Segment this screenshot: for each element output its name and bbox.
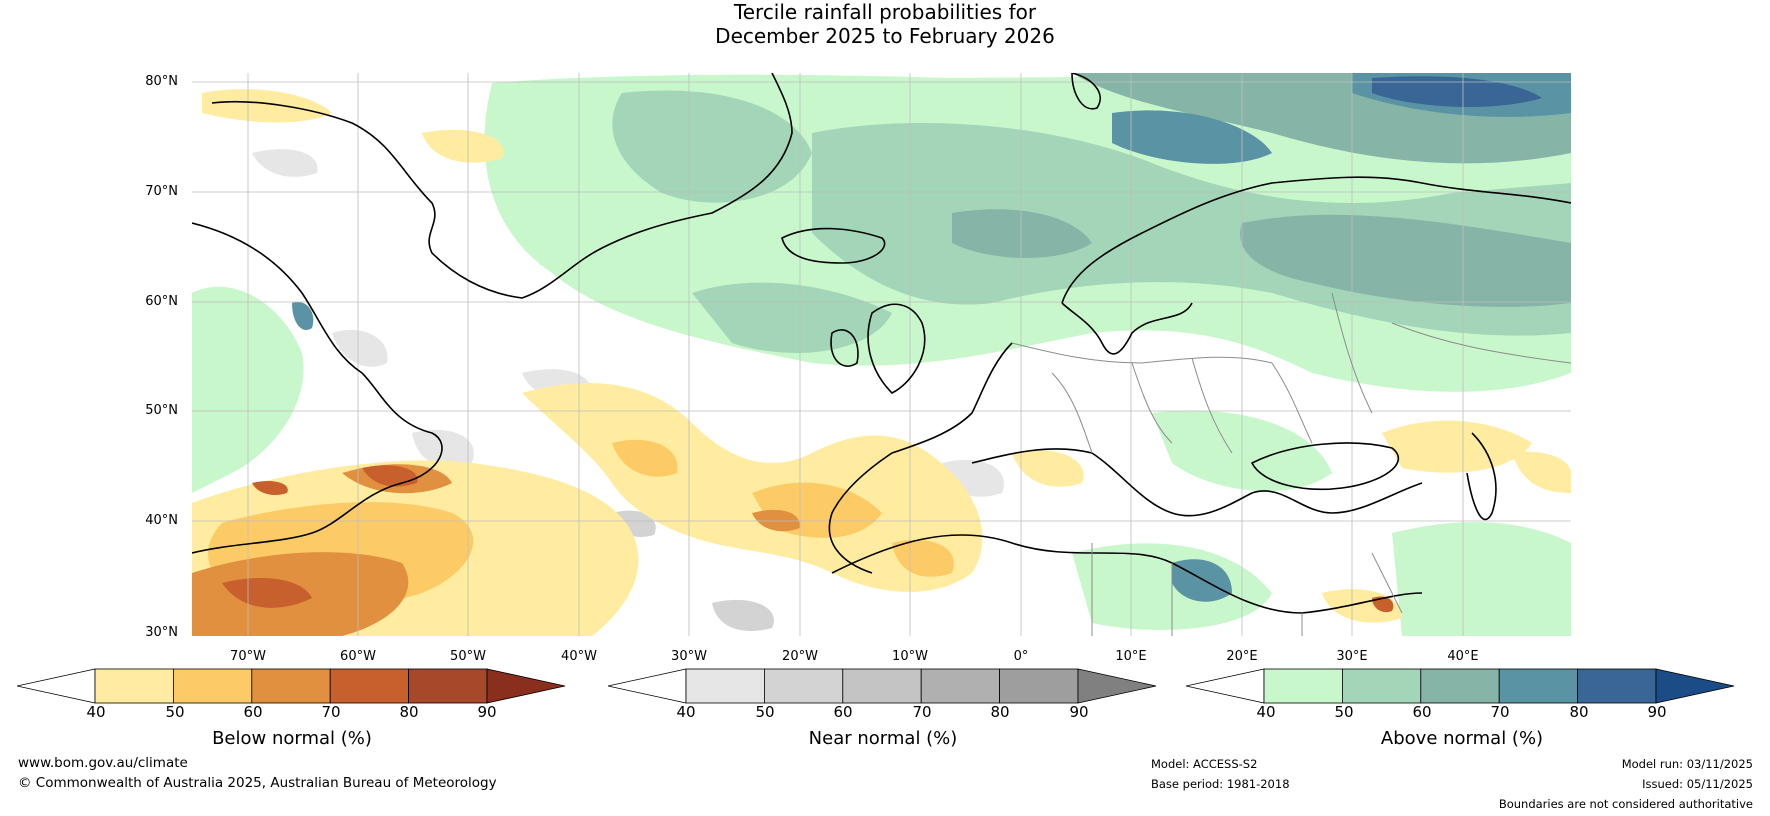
above-normal-segment: [1577, 668, 1657, 704]
model-run-text: Model run: 03/11/2025: [1621, 757, 1753, 771]
lat-label-30n: 30°N: [145, 625, 178, 640]
near-normal-segment: [842, 668, 922, 704]
near-normal-segment: [763, 668, 844, 704]
lon-label-40e: 40°E: [1447, 649, 1479, 664]
below-tick-80: 80: [399, 703, 419, 721]
above-normal-arrow-high: [1655, 668, 1735, 704]
lon-label-60w: 60°W: [340, 649, 376, 664]
near-tick-70: 70: [912, 703, 932, 721]
coastlines: [192, 73, 1571, 614]
above-tick-40: 40: [1256, 703, 1276, 721]
above-normal-segment: [1420, 668, 1500, 704]
above-normal-label: Above normal (%): [1380, 728, 1544, 749]
below-normal-arrow-high: [486, 668, 566, 704]
near-normal-arrow-high: [1077, 668, 1157, 704]
map-title: Tercile rainfall probabilities for Decem…: [0, 0, 1770, 48]
lat-label-50n: 50°N: [145, 403, 178, 418]
country-borders: [1011, 292, 1571, 636]
colorbar-near-normal: [608, 668, 1157, 704]
above-normal-segment: [1498, 668, 1579, 704]
probability-map: [192, 73, 1571, 636]
above-tick-90: 90: [1647, 703, 1667, 721]
above-tick-80: 80: [1569, 703, 1589, 721]
below-normal-segment: [172, 668, 253, 704]
lon-label-40w: 40°W: [561, 649, 597, 664]
near-tick-40: 40: [676, 703, 696, 721]
website-link[interactable]: www.bom.gov.au/climate: [18, 755, 188, 771]
colorbar-below-normal: [17, 668, 566, 704]
base-period-text: Base period: 1981-2018: [1151, 777, 1290, 791]
issued-text: Issued: 05/11/2025: [1642, 777, 1753, 791]
above-tick-60: 60: [1412, 703, 1432, 721]
above-tick-50: 50: [1334, 703, 1354, 721]
lon-label-10w: 10°W: [892, 649, 928, 664]
colorbar-above-normal: [1186, 668, 1735, 704]
lat-label-80n: 80°N: [145, 74, 178, 89]
title-line-2: December 2025 to February 2026: [715, 24, 1055, 48]
lat-label-70n: 70°N: [145, 184, 178, 199]
near-tick-80: 80: [990, 703, 1010, 721]
near-tick-90: 90: [1069, 703, 1089, 721]
near-normal-label: Near normal (%): [808, 728, 958, 749]
above-tick-70: 70: [1490, 703, 1510, 721]
below-normal-label: Below normal (%): [212, 728, 372, 749]
lon-label-20w: 20°W: [782, 649, 818, 664]
below-normal-arrow-low: [17, 668, 96, 704]
above-normal-arrow-low: [1186, 668, 1265, 704]
above-normal-segment: [1341, 668, 1422, 704]
near-normal-arrow-low: [608, 668, 687, 704]
below-tick-70: 70: [321, 703, 341, 721]
below-tick-60: 60: [243, 703, 263, 721]
lon-label-10e: 10°E: [1115, 649, 1147, 664]
lon-label-0: 0°: [1013, 649, 1029, 664]
near-normal-segment: [999, 668, 1079, 704]
lon-label-30e: 30°E: [1336, 649, 1368, 664]
disclaimer-text: Boundaries are not considered authoritat…: [1498, 797, 1753, 811]
map-canvas: [192, 73, 1571, 636]
near-tick-60: 60: [833, 703, 853, 721]
lon-label-70w: 70°W: [230, 649, 266, 664]
copyright-text: © Commonwealth of Australia 2025, Austra…: [18, 775, 497, 791]
near-normal-segment: [920, 668, 1001, 704]
below-tick-40: 40: [86, 703, 106, 721]
near-tick-50: 50: [755, 703, 775, 721]
lat-label-60n: 60°N: [145, 294, 178, 309]
below-normal-segment: [94, 668, 174, 704]
lat-label-40n: 40°N: [145, 513, 178, 528]
above-normal-shading: [192, 73, 1571, 636]
below-tick-50: 50: [165, 703, 185, 721]
title-line-1: Tercile rainfall probabilities for: [733, 0, 1037, 24]
below-normal-segment: [329, 668, 410, 704]
model-text: Model: ACCESS-S2: [1151, 757, 1258, 771]
lon-label-50w: 50°W: [450, 649, 486, 664]
above-normal-segment: [1263, 668, 1343, 704]
below-normal-segment: [408, 668, 488, 704]
below-normal-segment: [251, 668, 331, 704]
lon-label-30w: 30°W: [671, 649, 707, 664]
near-normal-segment: [685, 668, 765, 704]
below-normal-shading: [192, 89, 1571, 636]
lon-label-20e: 20°E: [1226, 649, 1258, 664]
below-tick-90: 90: [477, 703, 497, 721]
